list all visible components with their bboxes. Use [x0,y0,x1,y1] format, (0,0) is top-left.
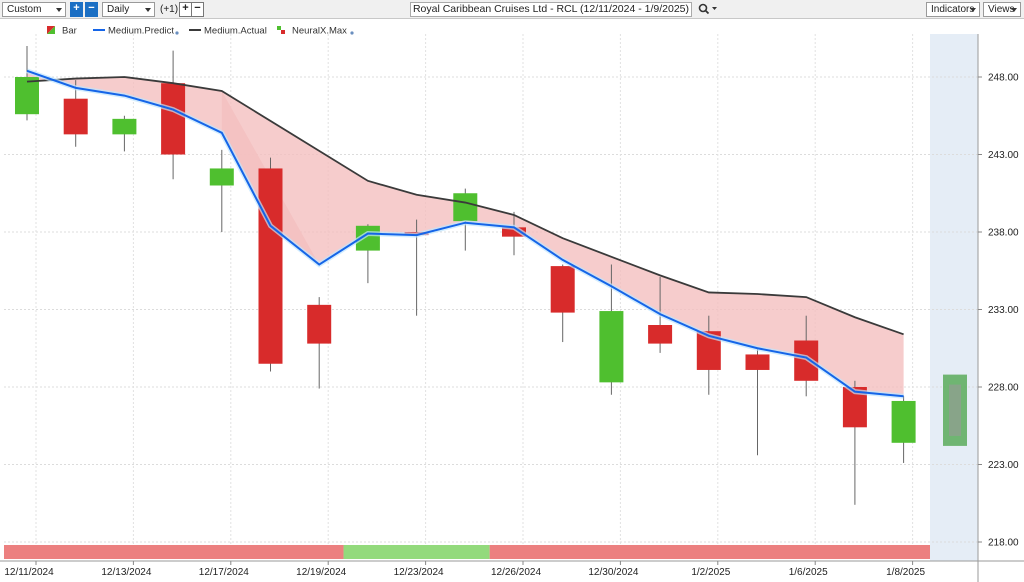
forecast-bar-core [949,384,961,436]
bar-icon [47,26,55,34]
y-tick-label: 218.00 [988,538,1019,549]
chevron-down-icon [1011,8,1017,12]
signal-strip-red [4,545,344,559]
range-select[interactable]: Custom [2,2,66,17]
range-select-value: Custom [7,4,42,15]
candle-up [599,311,624,383]
indicators-button[interactable]: Indicators [926,2,980,17]
symbol-title[interactable]: Royal Caribbean Cruises Ltd - RCL (12/11… [410,2,692,17]
medium-actual-line [26,76,904,336]
legend: Bar Medium.Predict Medium.Actual NeuralX.Ma… [47,26,354,37]
x-tick-label: 1/8/2025 [886,567,925,578]
x-tick-label: 12/19/2024 [296,567,346,578]
views-label: Views [988,4,1015,15]
search-icon [698,3,717,15]
y-tick-label: 248.00 [988,73,1019,84]
interval-select[interactable]: Daily [102,2,155,17]
interval-select-value: Daily [107,4,130,15]
legend-label: Medium.Predict [108,26,174,37]
x-tick-label: 12/11/2024 [4,567,54,578]
forecast-region [930,34,978,561]
y-tick-label: 238.00 [988,228,1019,239]
price-chart[interactable]: 218.00 223.00 228.00 233.00 238.00 243.00 248.… [0,20,1024,582]
neural-icon [277,26,281,30]
candle-up [112,118,137,135]
info-dot-icon [350,31,354,35]
candle-down [63,98,88,135]
info-dot-icon [175,31,179,35]
views-button[interactable]: Views [983,2,1021,17]
x-tick-label: 1/2/2025 [691,567,730,578]
x-tick-label: 12/13/2024 [101,567,151,578]
candle-up [453,193,478,222]
candle-down [745,354,770,370]
chevron-down-icon [970,8,976,12]
signal-strip-red [489,545,930,559]
y-tick-label: 243.00 [988,150,1019,161]
x-tick-label: 12/30/2024 [588,567,638,578]
legend-label: Bar [62,26,77,37]
candle-down [502,227,526,237]
candle-down [307,304,332,344]
search-button[interactable] [696,2,720,17]
chevron-down-icon [145,8,151,12]
candle-up [209,168,234,186]
zoom-out-button[interactable]: − [85,2,98,17]
y-tick-label: 223.00 [988,460,1019,471]
offset-label: (+1) [160,4,179,15]
toolbar: Custom + − Daily (+1) + − Royal Caribbea… [0,0,1024,19]
candle-down [550,266,575,313]
x-tick-label: 1/6/2025 [789,567,828,578]
x-tick-label: 12/17/2024 [199,567,249,578]
y-tick-label: 228.00 [988,383,1019,394]
actual-predict-fill [221,90,904,397]
medium-predict-line [26,69,904,398]
chevron-down-icon [56,8,62,12]
neural-icon [281,30,285,34]
legend-label: NeuralX.Max [292,26,347,37]
offset-minus-button[interactable]: − [191,2,204,17]
candle-down [648,325,673,344]
x-tick-label: 12/26/2024 [491,567,541,578]
legend-label: Medium.Actual [204,26,267,37]
candle-down [161,83,186,155]
signal-strip-green [343,545,490,559]
candle-up [891,400,916,443]
x-tick-label: 12/23/2024 [394,567,444,578]
y-tick-label: 233.00 [988,305,1019,316]
zoom-in-button[interactable]: + [70,2,83,17]
indicators-label: Indicators [931,4,975,15]
candle-down [258,168,283,364]
candle-up [15,77,39,115]
